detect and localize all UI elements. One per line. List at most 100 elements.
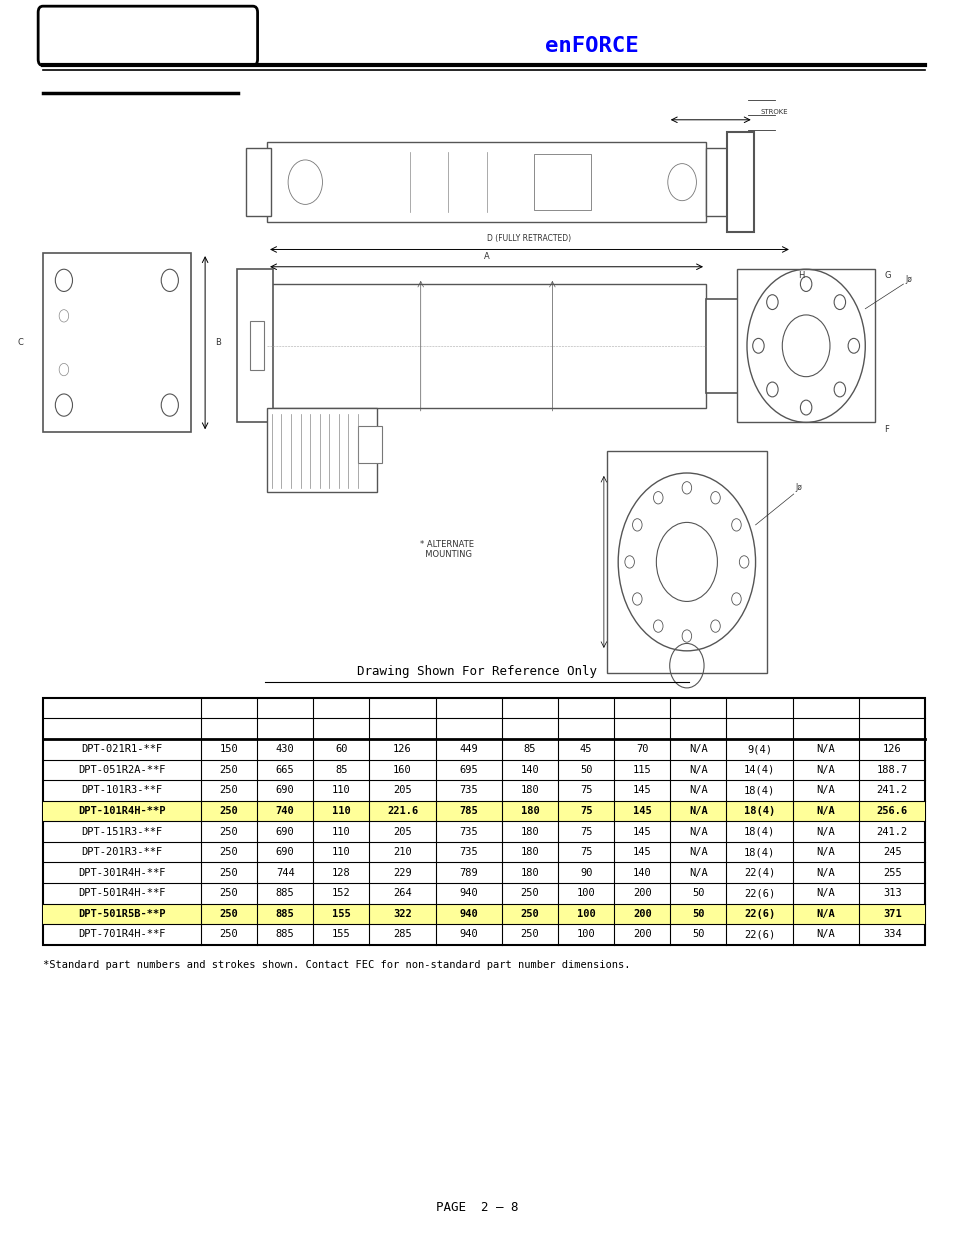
- Text: *Standard part numbers and strokes shown. Contact FEC for non-standard part numb: *Standard part numbers and strokes shown…: [43, 960, 630, 969]
- Text: 22(4): 22(4): [743, 868, 775, 878]
- Text: N/A: N/A: [816, 764, 835, 774]
- Text: N/A: N/A: [688, 785, 707, 795]
- Text: 245: 245: [882, 847, 901, 857]
- Text: F: F: [883, 425, 888, 435]
- Text: 885: 885: [275, 930, 294, 940]
- Text: 110: 110: [332, 806, 351, 816]
- Text: 14(4): 14(4): [743, 764, 775, 774]
- Text: 50: 50: [579, 764, 592, 774]
- Text: 180: 180: [520, 847, 538, 857]
- Text: 22(6): 22(6): [743, 930, 775, 940]
- Text: DPT-101R4H-**P: DPT-101R4H-**P: [78, 806, 166, 816]
- Text: G: G: [883, 270, 890, 280]
- Bar: [705, 148, 726, 216]
- Text: Jø: Jø: [904, 274, 911, 284]
- Text: 940: 940: [459, 909, 477, 919]
- Text: 255: 255: [882, 868, 901, 878]
- Text: N/A: N/A: [816, 806, 835, 816]
- Text: N/A: N/A: [816, 847, 835, 857]
- Text: 371: 371: [882, 909, 901, 919]
- Text: 200: 200: [632, 888, 651, 898]
- FancyBboxPatch shape: [38, 6, 257, 65]
- Text: 250: 250: [219, 930, 238, 940]
- Text: N/A: N/A: [816, 909, 835, 919]
- Text: 250: 250: [219, 764, 238, 774]
- Text: 250: 250: [219, 909, 238, 919]
- Text: 250: 250: [219, 888, 238, 898]
- Text: 322: 322: [393, 909, 412, 919]
- Text: 85: 85: [523, 745, 536, 755]
- Text: 205: 205: [393, 826, 412, 836]
- Text: 250: 250: [219, 785, 238, 795]
- Text: 180: 180: [520, 868, 538, 878]
- Text: 145: 145: [632, 826, 651, 836]
- Text: 200: 200: [632, 930, 651, 940]
- Text: 940: 940: [459, 888, 477, 898]
- Text: A: A: [483, 252, 489, 262]
- Text: 145: 145: [632, 847, 651, 857]
- Bar: [267, 142, 705, 222]
- Text: 75: 75: [579, 826, 592, 836]
- Bar: [43, 904, 924, 924]
- Text: DPT-021R1-**F: DPT-021R1-**F: [81, 745, 162, 755]
- Text: 150: 150: [219, 745, 238, 755]
- Text: DPT-151R3-**F: DPT-151R3-**F: [81, 826, 162, 836]
- Text: 256.6: 256.6: [876, 806, 907, 816]
- Text: 140: 140: [520, 764, 538, 774]
- Text: 18(4): 18(4): [743, 806, 775, 816]
- Text: 885: 885: [275, 888, 294, 898]
- Text: N/A: N/A: [816, 868, 835, 878]
- Text: * ALTERNATE
  MOUNTING: * ALTERNATE MOUNTING: [419, 540, 474, 559]
- Text: 75: 75: [579, 847, 592, 857]
- Text: 785: 785: [459, 806, 477, 816]
- Text: 430: 430: [275, 745, 294, 755]
- Text: 180: 180: [520, 785, 538, 795]
- Text: 145: 145: [632, 806, 651, 816]
- Text: 740: 740: [275, 806, 294, 816]
- Text: N/A: N/A: [816, 930, 835, 940]
- Text: 45: 45: [579, 745, 592, 755]
- Text: 735: 735: [459, 826, 477, 836]
- Text: 449: 449: [459, 745, 477, 755]
- Text: 735: 735: [459, 847, 477, 857]
- Text: N/A: N/A: [688, 826, 707, 836]
- Text: 313: 313: [882, 888, 901, 898]
- Bar: [246, 148, 271, 216]
- Text: Jø: Jø: [795, 483, 801, 493]
- Text: 18(4): 18(4): [743, 826, 775, 836]
- Text: 22(6): 22(6): [743, 888, 775, 898]
- Text: N/A: N/A: [816, 785, 835, 795]
- Text: 128: 128: [332, 868, 351, 878]
- Text: 188.7: 188.7: [876, 764, 907, 774]
- Text: D (FULLY RETRACTED): D (FULLY RETRACTED): [487, 233, 571, 243]
- Text: 241.2: 241.2: [876, 826, 907, 836]
- Text: 735: 735: [459, 785, 477, 795]
- Bar: [43, 800, 924, 821]
- Text: N/A: N/A: [816, 745, 835, 755]
- Text: H: H: [798, 270, 803, 280]
- Text: 160: 160: [393, 764, 412, 774]
- Text: N/A: N/A: [688, 764, 707, 774]
- Text: 250: 250: [219, 826, 238, 836]
- Text: 22(6): 22(6): [743, 909, 775, 919]
- Text: 85: 85: [335, 764, 347, 774]
- Text: DPT-051R2A-**F: DPT-051R2A-**F: [78, 764, 166, 774]
- Text: DPT-201R3-**F: DPT-201R3-**F: [81, 847, 162, 857]
- Text: 70: 70: [636, 745, 648, 755]
- Text: PAGE  2 – 8: PAGE 2 – 8: [436, 1202, 517, 1214]
- Text: Drawing Shown For Reference Only: Drawing Shown For Reference Only: [356, 666, 597, 678]
- Bar: [236, 269, 273, 422]
- Text: 690: 690: [275, 847, 294, 857]
- Text: 885: 885: [275, 909, 294, 919]
- Text: 250: 250: [520, 888, 538, 898]
- Text: 18(4): 18(4): [743, 785, 775, 795]
- Text: STROKE: STROKE: [760, 109, 787, 115]
- Text: 250: 250: [219, 806, 238, 816]
- Text: 180: 180: [520, 806, 538, 816]
- Text: 690: 690: [275, 785, 294, 795]
- Text: 100: 100: [577, 909, 595, 919]
- Text: 75: 75: [579, 806, 592, 816]
- Bar: [267, 284, 705, 408]
- Text: 334: 334: [882, 930, 901, 940]
- Text: N/A: N/A: [816, 826, 835, 836]
